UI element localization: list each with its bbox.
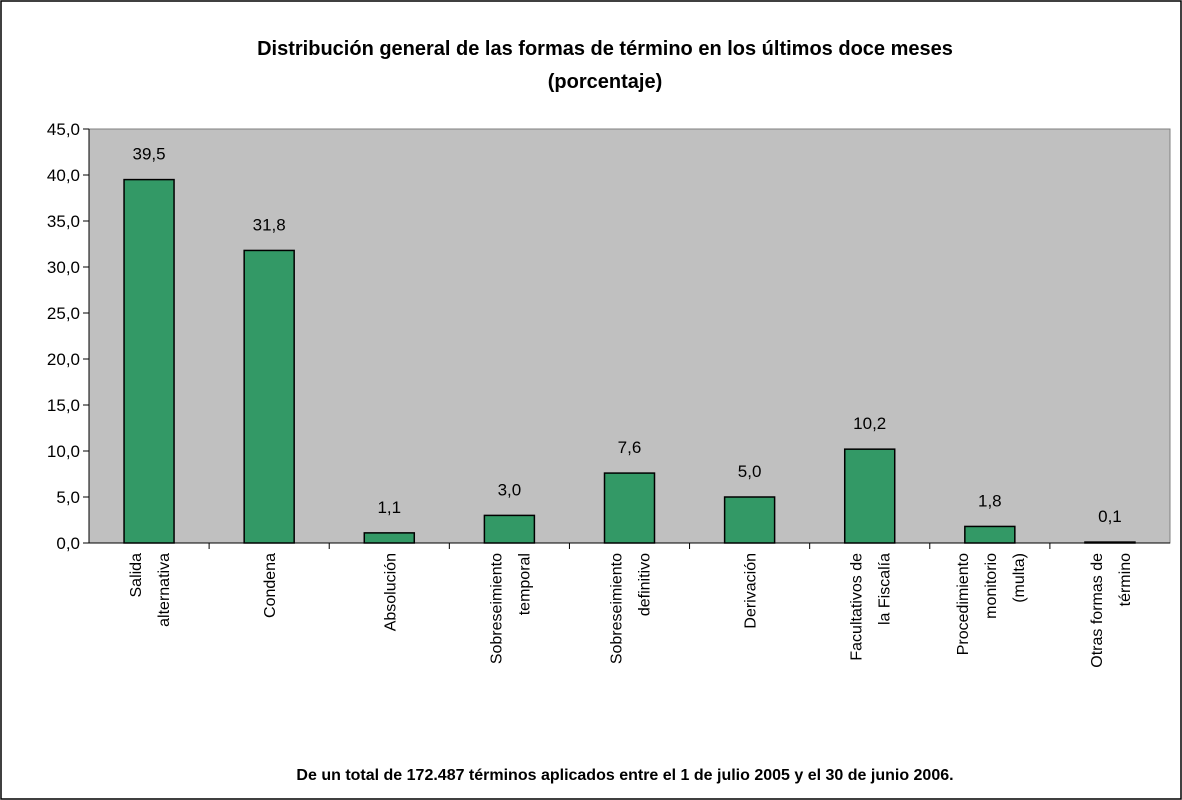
bar [483, 514, 536, 544]
x-tick-label: Absolución [382, 553, 399, 631]
value-label: 1,8 [978, 491, 1002, 510]
value-label: 1,1 [377, 498, 401, 517]
value-label: 39,5 [133, 145, 166, 164]
x-tick-label: Sobreseimiento [488, 553, 505, 664]
bar [123, 178, 175, 544]
y-tick-label: 15,0 [47, 396, 80, 415]
x-tick-label: Facultativos de [849, 553, 866, 661]
bar [363, 532, 416, 544]
bar [243, 249, 295, 544]
x-tick-label: término [1117, 553, 1134, 606]
value-label: 7,6 [618, 438, 642, 457]
value-label: 3,0 [498, 480, 522, 499]
value-label: 10,2 [853, 414, 886, 433]
y-tick-label: 10,0 [47, 442, 80, 461]
x-tick-label: definitivo [637, 553, 654, 616]
x-tick-label: monitorio [983, 553, 1000, 619]
x-tick-label: Otras formas de [1089, 553, 1106, 668]
bar [603, 472, 656, 544]
x-tick-label: Derivación [743, 553, 760, 629]
y-tick-label: 25,0 [47, 304, 80, 323]
x-tick-label: temporal [516, 553, 533, 615]
value-label: 0,1 [1098, 507, 1122, 526]
bar [723, 496, 776, 544]
x-tick-label: Sobreseimiento [609, 553, 626, 664]
x-tick-label: alternativa [156, 553, 173, 627]
x-tick-label: (multa) [1011, 553, 1028, 603]
value-label: 5,0 [738, 462, 762, 481]
x-tick-label: la Fiscalía [877, 553, 894, 625]
bar [843, 448, 896, 544]
y-tick-label: 5,0 [56, 488, 80, 507]
value-label: 31,8 [253, 215, 286, 234]
y-tick-label: 0,0 [56, 534, 80, 553]
chart-subtitle: (porcentaje) [548, 71, 662, 93]
footnote: De un total de 172.487 términos aplicado… [296, 767, 953, 784]
y-tick-label: 20,0 [47, 350, 80, 369]
chart-title: Distribución general de las formas de té… [257, 38, 953, 60]
x-tick-label: Salida [128, 553, 145, 598]
y-tick-label: 35,0 [47, 212, 80, 231]
y-tick-label: 45,0 [47, 120, 80, 139]
x-tick-label: Procedimiento [955, 553, 972, 655]
bar [964, 525, 1016, 544]
y-tick-label: 40,0 [47, 166, 80, 185]
y-tick-label: 30,0 [47, 258, 80, 277]
x-tick-label: Condena [262, 553, 279, 618]
